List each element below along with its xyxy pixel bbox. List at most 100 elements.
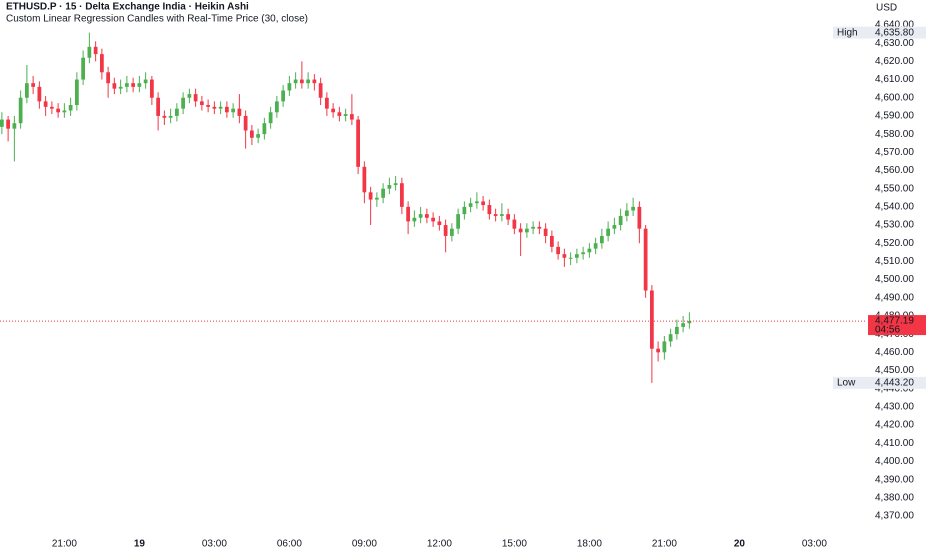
- candle-body: [518, 228, 523, 233]
- candle-body: [625, 210, 629, 216]
- y-tick-label: 4,610.00: [875, 74, 914, 85]
- y-tick-label: 4,620.00: [875, 56, 914, 67]
- candle-body: [256, 134, 260, 138]
- candle-body: [481, 201, 485, 206]
- candle-body: [493, 214, 498, 216]
- x-tick-label: 09:00: [352, 539, 377, 550]
- candle-body: [118, 86, 123, 89]
- candle-body: [331, 108, 335, 113]
- candle-body: [318, 83, 323, 98]
- candle-body: [12, 123, 17, 129]
- candle-body: [462, 206, 467, 215]
- candle-body: [506, 214, 510, 220]
- candle-body: [612, 225, 617, 229]
- x-tick-label: 06:00: [277, 539, 302, 550]
- candle-body: [487, 205, 492, 215]
- candle-body: [643, 228, 648, 291]
- candle-body: [537, 226, 542, 229]
- marker-box: [833, 376, 926, 389]
- candle-body: [106, 72, 110, 84]
- candle-body: [675, 326, 679, 335]
- candle-body: [587, 248, 592, 253]
- candle-body: [25, 83, 29, 98]
- marker-value: 4,635.80: [875, 27, 914, 38]
- x-tick-label: 15:00: [502, 539, 527, 550]
- candle-body: [350, 114, 354, 120]
- x-tick-label: 21:00: [652, 539, 677, 550]
- candle-body: [568, 257, 573, 259]
- candle-body: [662, 341, 667, 353]
- x-tick-label: 21:00: [52, 539, 77, 550]
- candle-body: [437, 221, 442, 226]
- candle-body: [368, 192, 373, 200]
- candle-body: [456, 214, 460, 229]
- y-tick-label: 4,370.00: [875, 511, 914, 522]
- candle-body: [275, 101, 279, 113]
- y-tick-label: 4,500.00: [875, 274, 914, 285]
- candle-body: [531, 226, 535, 229]
- marker-label: High: [837, 27, 858, 38]
- y-tick-label: 4,460.00: [875, 347, 914, 358]
- y-tick-label: 4,560.00: [875, 165, 914, 176]
- candle-body: [375, 197, 379, 200]
- marker-box: [833, 26, 926, 39]
- y-tick-label: 4,600.00: [875, 92, 914, 103]
- y-tick-label: 4,490.00: [875, 292, 914, 303]
- candle-body: [343, 114, 348, 116]
- candle-body: [43, 101, 48, 107]
- candle-body: [75, 79, 79, 106]
- candle-body: [450, 228, 454, 236]
- x-tick-label: 19: [134, 539, 146, 550]
- y-tick-label: 4,550.00: [875, 183, 914, 194]
- candle-body: [250, 130, 254, 138]
- y-tick-label: 4,570.00: [875, 147, 914, 158]
- x-tick-label: 18:00: [577, 539, 602, 550]
- candle-body: [562, 254, 567, 258]
- y-tick-label: 4,400.00: [875, 456, 914, 467]
- candle-body: [287, 83, 292, 91]
- candle-body: [631, 206, 635, 211]
- candle-body: [231, 108, 235, 113]
- candle-body: [175, 108, 179, 116]
- x-tick-label: 03:00: [802, 539, 827, 550]
- candle-body: [606, 228, 610, 236]
- candle-body: [6, 119, 10, 129]
- candle-body: [600, 235, 604, 244]
- candle-body: [387, 185, 392, 189]
- candle-body: [468, 203, 473, 207]
- y-tick-label: 4,630.00: [875, 38, 914, 49]
- candle-body: [268, 112, 273, 124]
- candle-body: [418, 214, 423, 218]
- candle-body: [425, 214, 429, 218]
- candle-body: [306, 79, 310, 84]
- candle-body: [87, 46, 92, 58]
- chart-subtitle: Custom Linear Regression Candles with Re…: [6, 14, 308, 25]
- candle-body: [406, 206, 410, 222]
- candle-body: [525, 228, 529, 233]
- candle-body: [687, 321, 692, 324]
- candle-body: [18, 97, 23, 124]
- candle-body: [137, 83, 142, 87]
- candle-body: [262, 123, 267, 135]
- candle-body: [412, 217, 417, 222]
- candle-body: [81, 57, 85, 80]
- candle-body: [362, 166, 367, 193]
- candle-body: [150, 79, 154, 98]
- candle-body: [237, 108, 242, 116]
- candle-body: [656, 348, 660, 353]
- candle-body: [62, 110, 67, 113]
- price-tag: [868, 315, 926, 336]
- currency-label: USD: [876, 3, 897, 14]
- y-tick-label: 4,430.00: [875, 402, 914, 413]
- candle-body: [593, 243, 598, 249]
- candle-body: [637, 206, 642, 229]
- candle-body: [206, 105, 210, 107]
- marker-label: Low: [837, 378, 856, 389]
- chart-title: ETHUSD.P · 15 · Delta Exchange India · H…: [6, 2, 249, 13]
- candle-body: [431, 217, 435, 222]
- candle-body: [550, 235, 554, 247]
- candle-body: [312, 79, 317, 84]
- candle-body: [56, 108, 60, 113]
- candle-body: [500, 214, 504, 216]
